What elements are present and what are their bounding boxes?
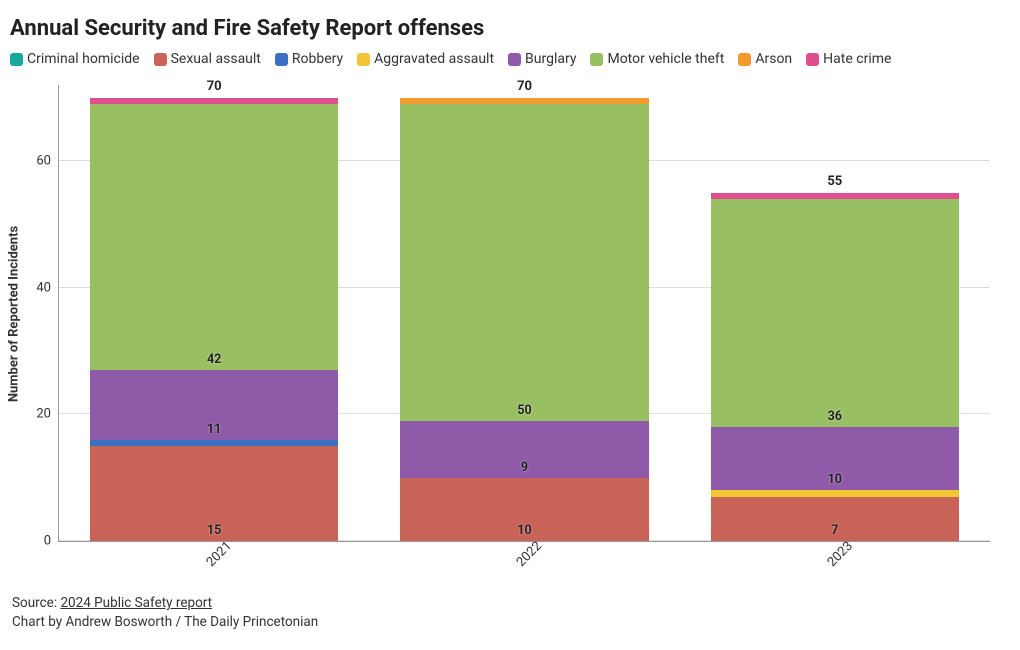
legend-label: Sexual assault [171, 51, 261, 67]
legend-label: Criminal homicide [27, 51, 140, 67]
bar-group: 701511422021 [59, 85, 369, 541]
x-tick-label: 2021 [204, 539, 235, 570]
stacked-bar: 5571036 [711, 193, 959, 541]
source-line: Source: 2024 Public Safety report [12, 594, 1010, 613]
segment-value-label: 9 [521, 460, 528, 475]
legend: Criminal homicide Sexual assault Robbery Ag… [10, 51, 1010, 67]
legend-label: Robbery [292, 51, 343, 67]
y-tick-label: 20 [36, 407, 51, 422]
legend-swatch [275, 53, 288, 66]
legend-swatch [738, 53, 751, 66]
source-prefix: Source: [12, 595, 60, 611]
x-tick-label: 2023 [824, 539, 855, 570]
segment-value-label: 7 [831, 523, 838, 538]
legend-item: Burglary [508, 51, 576, 67]
chart-title: Annual Security and Fire Safety Report o… [10, 16, 1010, 41]
legend-item: Hate crime [806, 51, 891, 67]
legend-label: Burglary [525, 51, 576, 67]
legend-swatch [590, 53, 603, 66]
segment-value-label: 15 [207, 523, 221, 538]
bar-segment [90, 104, 338, 370]
legend-item: Motor vehicle theft [590, 51, 724, 67]
segment-value-label: 11 [207, 422, 221, 437]
legend-item: Arson [738, 51, 792, 67]
stacked-bar: 70151142 [90, 98, 338, 541]
segment-value-label: 42 [207, 352, 221, 367]
legend-swatch [10, 53, 23, 66]
legend-swatch [154, 53, 167, 66]
segment-value-label: 10 [517, 523, 531, 538]
legend-label: Hate crime [823, 51, 891, 67]
legend-label: Arson [755, 51, 792, 67]
y-tick-label: 60 [36, 154, 51, 169]
legend-item: Criminal homicide [10, 51, 140, 67]
y-tick-label: 0 [44, 534, 51, 549]
bar-total-label: 70 [207, 79, 222, 94]
byline: Chart by Andrew Bosworth / The Daily Pri… [12, 613, 1010, 632]
source-link[interactable]: 2024 Public Safety report [60, 595, 212, 611]
bar-total-label: 70 [517, 79, 532, 94]
plot-area: 0204060701511422021701095020225571036202… [58, 85, 990, 542]
stacked-bar: 7010950 [400, 98, 648, 541]
legend-label: Aggravated assault [374, 51, 494, 67]
y-tick-label: 40 [36, 280, 51, 295]
bar-group: 70109502022 [369, 85, 679, 541]
chart-footer: Source: 2024 Public Safety report Chart … [12, 594, 1010, 632]
segment-value-label: 36 [828, 409, 842, 424]
bar-segment [400, 104, 648, 421]
bar-group: 55710362023 [680, 85, 990, 541]
bar-total-label: 55 [827, 174, 842, 189]
legend-swatch [806, 53, 819, 66]
segment-value-label: 50 [517, 403, 531, 418]
segment-value-label: 10 [828, 472, 842, 487]
legend-item: Sexual assault [154, 51, 261, 67]
legend-swatch [357, 53, 370, 66]
legend-item: Aggravated assault [357, 51, 494, 67]
legend-label: Motor vehicle theft [607, 51, 724, 67]
chart-area: Number of Reported Incidents 02040607015… [58, 85, 990, 542]
legend-item: Robbery [275, 51, 343, 67]
y-axis-title: Number of Reported Incidents [7, 225, 22, 401]
bar-segment [711, 199, 959, 427]
x-tick-label: 2022 [514, 539, 545, 570]
legend-swatch [508, 53, 521, 66]
